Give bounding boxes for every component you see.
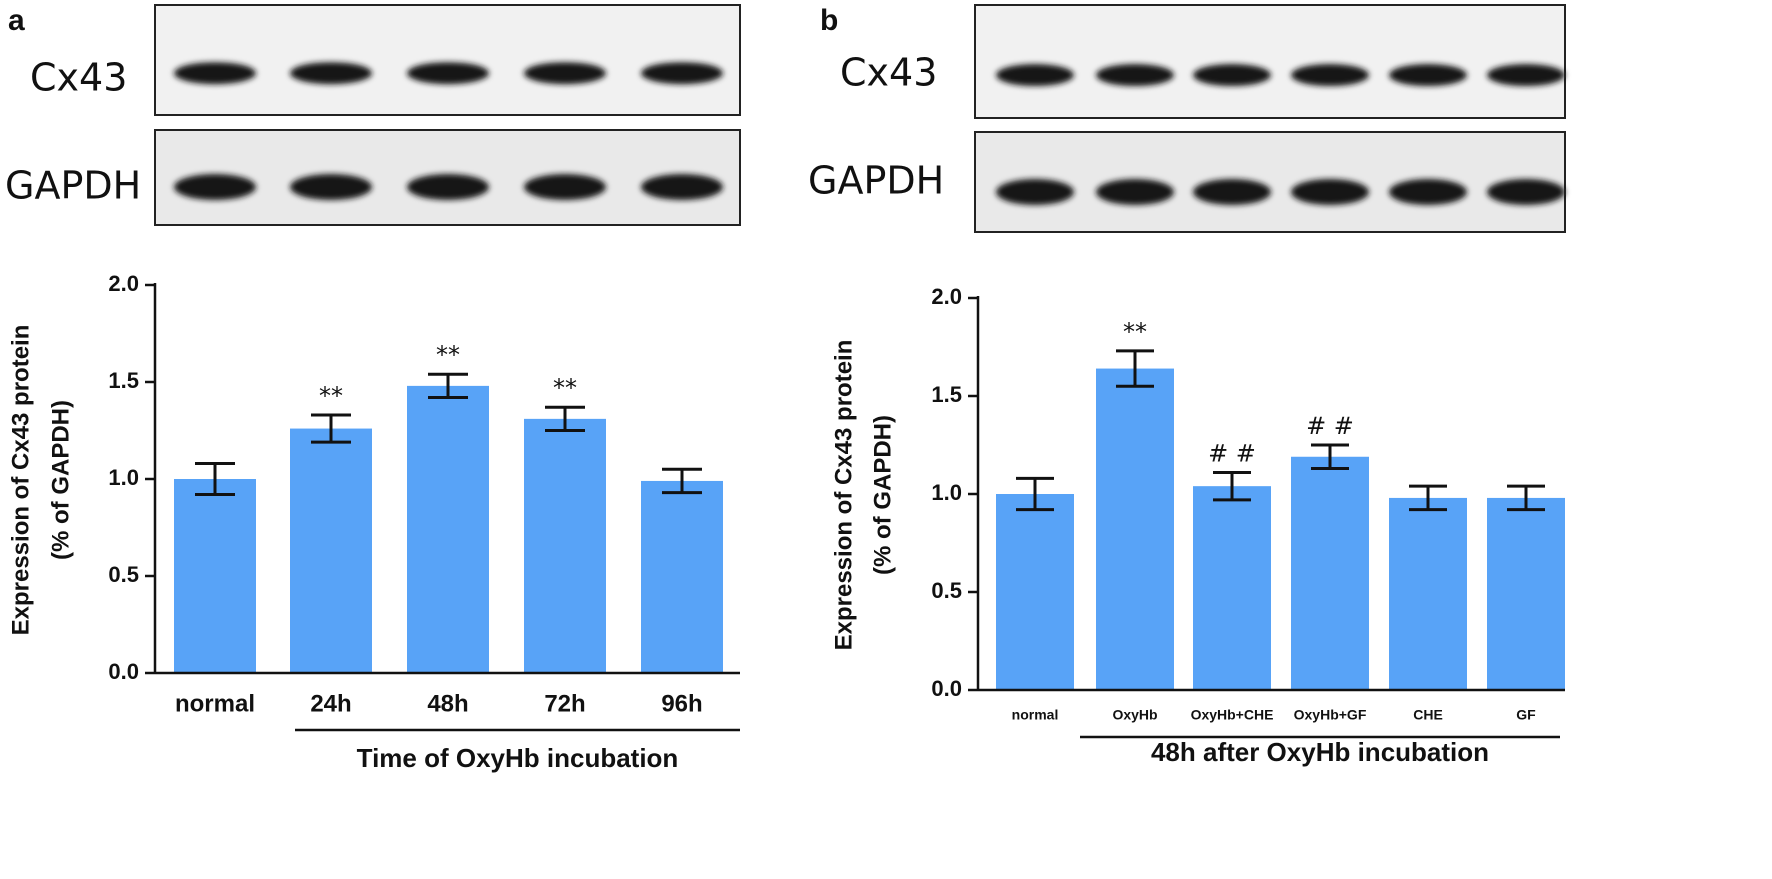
error-bar	[311, 413, 351, 444]
bar	[641, 480, 723, 673]
significance-label: # #	[1306, 412, 1354, 440]
error-bar	[662, 467, 702, 495]
blot-band	[1487, 179, 1565, 205]
blot-frame	[154, 4, 741, 116]
blot-band	[1096, 64, 1174, 87]
blot-band	[407, 62, 489, 85]
x-tick-label: GF	[1516, 707, 1536, 723]
y-tick-label: 1.0	[108, 465, 139, 490]
blot-label: Cx43	[30, 56, 127, 100]
blot-band	[1487, 64, 1565, 87]
y-axis-label: (% of GAPDH)	[47, 400, 74, 560]
bar	[996, 494, 1074, 690]
y-tick-label: 2.0	[108, 271, 139, 296]
significance-label: **	[553, 374, 577, 402]
blot-band	[1193, 179, 1271, 205]
bar	[524, 418, 606, 673]
x-tick-label: OxyHb+CHE	[1191, 707, 1274, 723]
bar	[1389, 497, 1467, 690]
bar	[1193, 486, 1271, 690]
y-axis-label: Expression of Cx43 protein	[830, 340, 857, 651]
bar	[1096, 368, 1174, 690]
x-tick-label: 24h	[310, 690, 351, 717]
blot-label: GAPDH	[5, 164, 141, 208]
y-tick-label: 1.5	[108, 368, 139, 393]
significance-label: **	[319, 382, 343, 410]
error-bar	[1213, 470, 1251, 502]
blot-band	[1389, 64, 1467, 87]
bar	[1291, 456, 1369, 690]
blot-band	[290, 174, 372, 200]
x-axis-label: Time of OxyHb incubation	[357, 743, 679, 773]
y-axis-label: Expression of Cx43 protein	[7, 325, 34, 636]
y-tick-label: 1.5	[931, 382, 962, 407]
y-tick-label: 1.0	[931, 480, 962, 505]
x-tick-label: 72h	[544, 690, 585, 717]
significance-label: # #	[1208, 439, 1256, 467]
y-tick-label: 0.0	[108, 659, 139, 684]
x-tick-label: normal	[1012, 707, 1059, 723]
blot-band	[641, 174, 723, 200]
x-tick-label: CHE	[1413, 707, 1443, 723]
blot-label: Cx43	[840, 51, 937, 95]
blot-band	[996, 64, 1074, 87]
y-tick-label: 2.0	[931, 284, 962, 309]
error-bar	[1311, 443, 1349, 471]
x-tick-label: 96h	[661, 690, 702, 717]
blot-band	[1291, 179, 1369, 205]
error-bar	[1116, 349, 1154, 388]
blot-band	[996, 179, 1074, 205]
blot-band	[1291, 64, 1369, 87]
panel-label: b	[820, 4, 838, 37]
bar	[1487, 497, 1565, 690]
blot-frame	[974, 4, 1566, 119]
blot-band	[174, 62, 256, 85]
error-bar	[1507, 484, 1545, 512]
bar	[407, 385, 489, 673]
bar	[174, 479, 256, 673]
blot-band	[1193, 64, 1271, 87]
error-bar	[195, 461, 235, 497]
blot-band	[174, 174, 256, 200]
x-tick-label: 48h	[427, 690, 468, 717]
error-bar	[1016, 476, 1054, 512]
significance-label: **	[436, 341, 460, 369]
y-tick-label: 0.5	[108, 562, 139, 587]
x-tick-label: OxyHb	[1112, 707, 1157, 723]
blot-label: GAPDH	[808, 159, 944, 203]
y-tick-label: 0.5	[931, 578, 962, 603]
blot-band	[641, 62, 723, 85]
blot-band	[524, 62, 606, 85]
error-bar	[1409, 484, 1447, 512]
y-axis-label: (% of GAPDH)	[869, 415, 896, 575]
blot-frame	[974, 131, 1566, 233]
x-tick-label: OxyHb+GF	[1294, 707, 1367, 723]
error-bar	[428, 372, 468, 400]
blot-band	[290, 62, 372, 85]
blot-band	[1389, 179, 1467, 205]
y-tick-label: 0.0	[931, 676, 962, 701]
x-axis-label: 48h after OxyHb incubation	[1151, 737, 1489, 767]
blot-band	[524, 174, 606, 200]
blot-band	[1096, 179, 1174, 205]
blot-band	[407, 174, 489, 200]
error-bar	[545, 405, 585, 432]
x-tick-label: normal	[175, 690, 255, 717]
significance-label: **	[1123, 318, 1147, 346]
panel-label: a	[8, 4, 25, 37]
bar	[290, 428, 372, 673]
